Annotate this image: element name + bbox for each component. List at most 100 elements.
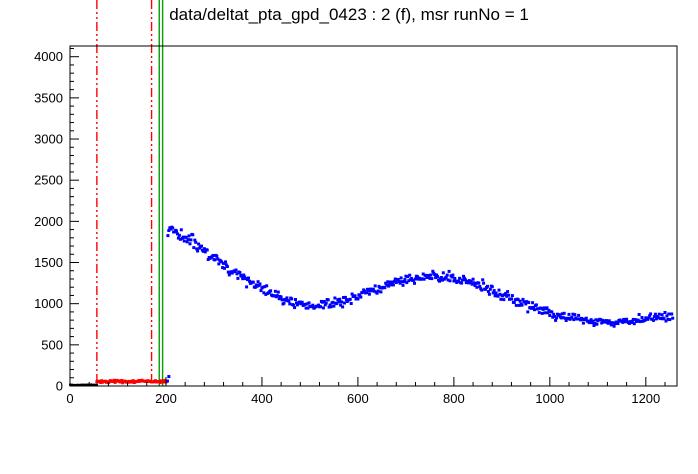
data-point [220, 260, 224, 264]
data-point [241, 277, 245, 281]
y-tick-label: 2000 [34, 214, 63, 229]
data-point [600, 321, 604, 325]
data-point [303, 302, 307, 306]
data-point [593, 322, 597, 325]
data-point [292, 303, 296, 307]
data-point [608, 321, 612, 325]
data-point [562, 311, 566, 315]
data-point [552, 312, 556, 316]
data-point [526, 310, 530, 314]
data-point [625, 317, 629, 321]
data-point [621, 320, 625, 324]
data-point [577, 313, 581, 317]
data-point [493, 294, 497, 298]
data-point [595, 322, 599, 326]
data-point [176, 236, 180, 240]
data-point [427, 274, 431, 278]
data-point [392, 279, 396, 283]
data-point [177, 233, 181, 237]
data-point [259, 289, 263, 293]
data-point [256, 280, 260, 284]
data-point [512, 301, 516, 304]
data-point [589, 318, 593, 322]
data-point [487, 292, 491, 296]
data-point [317, 303, 321, 307]
data-point [537, 311, 541, 315]
data-point [279, 295, 283, 299]
data-point [490, 285, 494, 289]
data-point [337, 300, 341, 304]
data-point [501, 294, 505, 298]
data-point [343, 295, 347, 299]
data-point [217, 262, 221, 266]
data-point [584, 316, 588, 320]
data-point [233, 270, 237, 274]
data-point [216, 257, 220, 261]
data-point [166, 234, 170, 238]
data-point [282, 301, 286, 305]
data-point [434, 276, 438, 280]
data-point [451, 273, 455, 277]
data-point [413, 281, 416, 285]
data-point [378, 286, 382, 290]
data-point [261, 285, 265, 289]
data-point [662, 317, 666, 321]
data-point [470, 282, 474, 286]
data-point [518, 299, 522, 303]
data-point [581, 318, 584, 321]
data-point [666, 317, 670, 321]
data-point [245, 285, 249, 289]
data-point [563, 316, 567, 320]
data-point [649, 312, 653, 316]
data-point [195, 247, 199, 251]
data-point [327, 305, 331, 309]
data-point [430, 277, 434, 281]
data-point [290, 297, 294, 301]
data-point [461, 278, 464, 282]
data-point [486, 284, 489, 288]
data-point [477, 281, 481, 285]
data-point [415, 275, 419, 279]
data-point [510, 297, 513, 301]
data-point [203, 250, 207, 254]
data-point [527, 301, 531, 304]
data-point [524, 302, 528, 306]
data-point [643, 318, 647, 322]
data-point [607, 319, 611, 323]
data-point [471, 277, 475, 281]
data-point [520, 303, 524, 307]
data-point [243, 275, 247, 279]
data-point [592, 324, 596, 327]
data-point [188, 242, 192, 246]
data-point [384, 281, 388, 285]
data-point [288, 302, 292, 306]
y-tick-label: 3000 [34, 132, 63, 147]
data-point [573, 313, 577, 317]
y-tick-label: 2500 [34, 173, 63, 188]
data-point [647, 316, 651, 320]
data-point [594, 318, 598, 322]
data-point [609, 323, 613, 327]
data-point [554, 318, 558, 322]
data-point [513, 298, 517, 302]
background-window-markers [95, 378, 168, 385]
data-point [551, 315, 555, 319]
data-point [169, 227, 173, 231]
data-point [224, 263, 228, 267]
data-point [656, 316, 660, 320]
data-point [463, 278, 467, 282]
data-point [664, 319, 668, 323]
data-point [200, 244, 203, 248]
data-point [484, 287, 487, 291]
data-point [639, 319, 643, 323]
data-point [272, 294, 276, 298]
data-point [295, 301, 298, 305]
data-point [184, 235, 188, 239]
data-point [197, 242, 201, 246]
data-point [590, 321, 594, 325]
data-point [371, 287, 375, 291]
data-point [571, 312, 575, 316]
data-point [632, 322, 636, 326]
extra-data-point [165, 379, 169, 383]
data-point [533, 308, 536, 312]
